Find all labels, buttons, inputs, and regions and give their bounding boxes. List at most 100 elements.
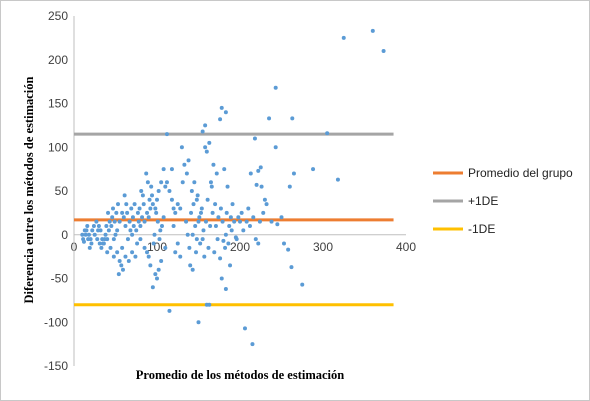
data-point [230,202,235,207]
data-point [161,167,166,172]
data-point [127,219,132,224]
data-point [121,215,126,220]
data-point [256,241,261,246]
data-point [201,228,206,233]
data-point [252,136,257,141]
data-point [273,85,278,90]
data-point [223,232,228,237]
data-point [250,342,255,347]
data-point [123,224,128,228]
data-point [83,232,88,237]
data-point [211,162,216,167]
data-point [190,232,195,237]
data-point [203,219,208,224]
data-point [189,189,194,193]
y-tick-label: -100 [44,315,68,329]
data-point [269,219,274,224]
data-point [223,287,228,291]
data-point [169,167,174,172]
data-point [222,167,227,172]
data-point [148,263,153,268]
data-point [167,308,172,313]
data-point [242,326,247,331]
data-point [141,202,146,207]
data-point [167,189,172,193]
data-point [148,206,153,211]
data-point [150,285,155,290]
data-point [287,184,292,189]
data-point [120,245,125,250]
data-point [251,215,256,220]
data-point [275,222,280,227]
data-point [286,247,291,252]
data-point [145,180,150,185]
data-point [110,215,115,220]
data-point [102,237,107,242]
data-point [114,210,119,215]
data-point [157,237,162,242]
data-point [155,276,159,281]
data-points [80,28,386,347]
data-point [97,241,102,246]
data-point [229,228,234,233]
data-point [119,263,124,268]
data-point [171,224,176,228]
data-point [105,250,110,255]
data-point [112,219,117,224]
data-point [130,215,135,220]
data-point [239,210,244,215]
data-point [192,180,197,185]
data-point [80,232,85,237]
data-point [200,237,205,242]
data-point [200,129,205,134]
data-point [180,180,185,185]
data-point [96,228,101,233]
data-point [138,237,143,242]
data-point [213,224,218,228]
data-point [258,165,263,170]
data-point [94,219,99,224]
data-point [116,272,121,277]
data-point [124,202,129,207]
data-point [90,228,95,233]
data-point [142,245,147,250]
data-point [254,182,259,187]
data-point [279,215,284,220]
legend-label: +1DE [468,194,498,208]
data-point [244,219,249,224]
data-point [87,245,92,250]
data-point [164,132,169,137]
data-point [115,250,120,255]
data-point [202,254,207,259]
data-point [185,232,190,237]
data-point [264,202,269,207]
legend: Promedio del grupo +1DE -1DE [433,166,573,236]
data-point [154,210,159,215]
data-point [198,241,203,246]
data-point [300,282,305,287]
data-point [107,219,112,224]
data-point [259,184,264,189]
data-point [197,215,202,220]
data-point [95,237,100,242]
x-axis-title: Promedio de los métodos de estimación [136,368,344,382]
data-point [122,193,127,198]
data-point [120,210,125,215]
data-point [153,272,158,277]
data-point [152,232,157,237]
y-tick-label: -50 [51,272,69,286]
y-tick-label: 0 [61,228,68,242]
data-point [125,237,130,242]
data-point [137,206,142,211]
y-tick-label: 50 [55,184,69,198]
data-point [85,224,90,228]
data-point [227,224,232,228]
data-point [191,202,196,207]
data-point [111,254,116,259]
y-tick-label: 200 [48,53,68,67]
data-point [81,237,86,242]
data-point [103,232,108,237]
data-point [218,117,223,122]
data-point [179,145,184,150]
